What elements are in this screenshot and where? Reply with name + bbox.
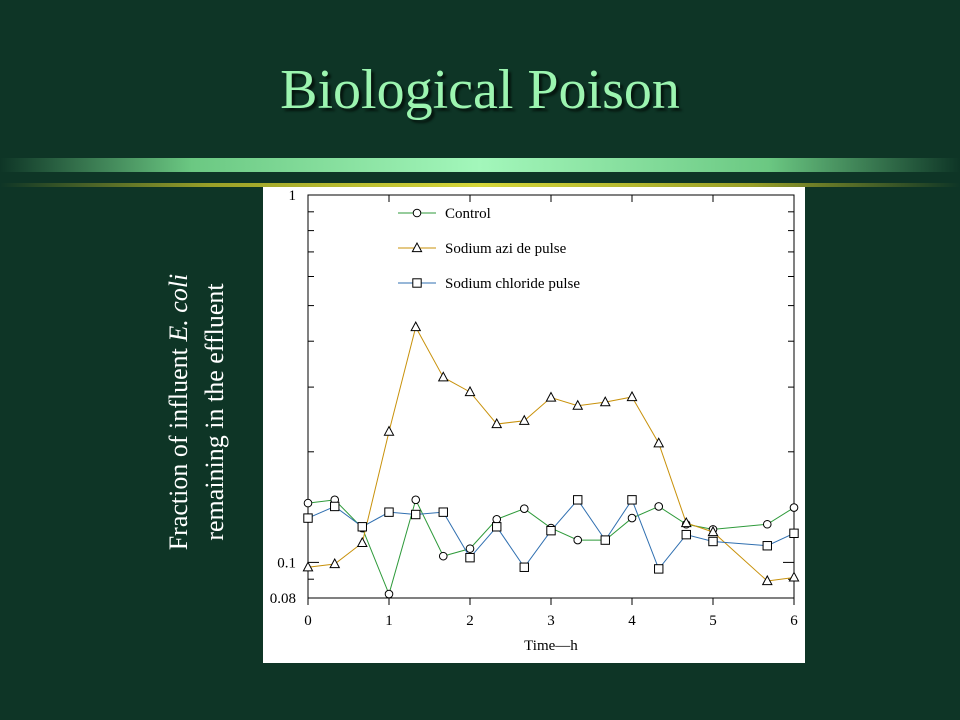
series-line xyxy=(307,325,795,582)
x-axis-label: Time—h xyxy=(524,638,578,654)
data-point xyxy=(681,529,691,540)
data-point xyxy=(465,552,475,563)
data-point xyxy=(438,551,448,561)
x-tick-label: 3 xyxy=(547,613,555,629)
data-point xyxy=(627,495,637,505)
legend-marker-square xyxy=(412,278,422,288)
data-point xyxy=(465,544,475,553)
data-point xyxy=(357,522,367,532)
y-tick-label: 1 xyxy=(289,188,297,204)
series-triangle xyxy=(302,321,800,586)
data-point xyxy=(384,589,394,599)
series-square xyxy=(303,495,799,574)
data-point xyxy=(545,391,557,402)
data-point xyxy=(491,417,503,429)
data-point xyxy=(573,495,583,505)
title-divider xyxy=(0,158,960,172)
data-point xyxy=(519,504,529,514)
data-point xyxy=(654,564,664,574)
legend-label: Control xyxy=(445,206,491,222)
data-point xyxy=(492,515,502,524)
x-tick-label: 0 xyxy=(304,613,312,629)
x-tick-label: 1 xyxy=(385,613,393,629)
data-point xyxy=(680,516,692,528)
series-group xyxy=(302,321,800,599)
data-point xyxy=(627,513,637,523)
data-point xyxy=(653,437,665,448)
series-circle xyxy=(303,495,799,599)
axes: 0 1 2 3 4 5 6 1 0.1 0.08 xyxy=(270,188,799,629)
data-point xyxy=(572,399,584,410)
data-point xyxy=(330,501,340,512)
data-point xyxy=(626,390,638,402)
data-point xyxy=(789,503,799,512)
legend-label: Sodium chloride pulse xyxy=(445,276,580,292)
data-point xyxy=(356,536,368,547)
legend-label: Sodium azi de pulse xyxy=(445,241,567,257)
data-point xyxy=(302,561,314,572)
data-point xyxy=(411,509,421,520)
data-point xyxy=(411,495,421,505)
data-point xyxy=(410,321,422,332)
data-point xyxy=(438,507,448,517)
data-point xyxy=(546,525,556,536)
y-tick-label: 0.1 xyxy=(277,555,296,571)
data-point xyxy=(761,574,773,586)
data-point xyxy=(437,371,449,382)
data-point xyxy=(303,513,313,523)
data-point xyxy=(788,571,800,582)
data-point xyxy=(383,425,395,436)
x-tick-label: 2 xyxy=(466,613,474,629)
series-line xyxy=(307,498,795,596)
x-tick-label: 4 xyxy=(628,613,636,629)
data-point xyxy=(518,414,530,425)
data-point xyxy=(384,507,394,517)
data-point xyxy=(519,562,529,572)
data-point xyxy=(464,385,476,397)
data-point xyxy=(707,525,719,537)
data-point xyxy=(573,535,583,545)
data-point xyxy=(303,498,313,508)
data-point xyxy=(708,536,718,547)
legend-marker-triangle xyxy=(411,241,423,253)
data-point xyxy=(492,522,502,532)
y-tick-label: 0.08 xyxy=(270,591,296,607)
data-point xyxy=(600,535,610,545)
x-tick-label: 6 xyxy=(790,613,798,629)
title-divider-base xyxy=(0,183,960,187)
data-point xyxy=(762,541,772,551)
data-point xyxy=(329,557,341,569)
data-point xyxy=(654,502,664,511)
legend: Control Sodium azi de pulse Sodium chlorid… xyxy=(398,206,580,292)
legend-marker-circle xyxy=(412,208,422,218)
slide-title: Biological Poison xyxy=(280,59,680,121)
data-point xyxy=(762,519,772,529)
data-point xyxy=(789,528,799,539)
plot-panel xyxy=(263,187,805,663)
data-point xyxy=(599,396,611,407)
x-tick-label: 5 xyxy=(709,613,717,629)
